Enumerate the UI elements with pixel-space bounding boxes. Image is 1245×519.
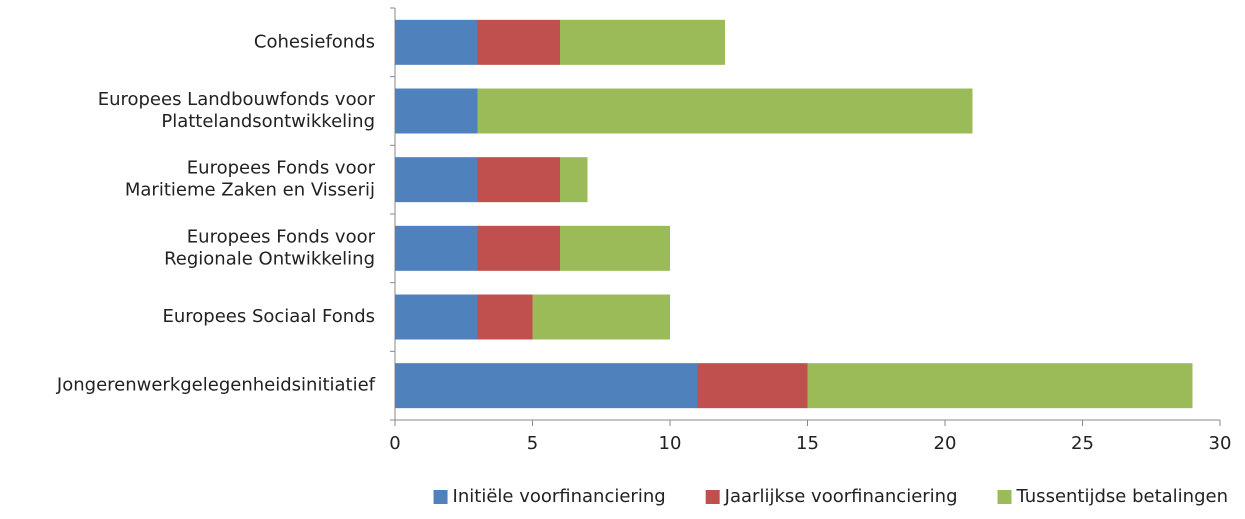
bar-segment: [697, 363, 808, 409]
x-tick-label: 15: [796, 433, 819, 454]
legend-label: Jaarlijkse voorfinanciering: [724, 486, 958, 507]
bar-segment: [532, 294, 670, 340]
legend: Initiële voorfinanciering Jaarlijkse voor…: [433, 486, 1228, 507]
bar-segment: [477, 225, 560, 271]
bar-segment: [395, 294, 478, 340]
bar-segment: [395, 19, 478, 65]
bar-segment: [477, 88, 973, 134]
y-tick-label: Europees Fonds voor Regionale Ontwikkelin…: [164, 226, 376, 269]
x-tick-label: 20: [934, 433, 957, 454]
legend-label: Tussentijdse betalingen: [1016, 486, 1228, 507]
bar-segment: [560, 157, 588, 203]
x-tick-label: 0: [389, 433, 400, 454]
y-tick-label: Europees Fonds voor Maritieme Zaken en Vi…: [125, 158, 376, 201]
bar-segment: [477, 19, 560, 65]
bar-segment: [477, 294, 533, 340]
bar-segment: [560, 225, 670, 271]
y-tick-label: Cohesiefonds: [254, 31, 375, 52]
legend-swatch: [433, 490, 448, 504]
bar-segment: [477, 157, 560, 203]
bar-segment: [560, 19, 725, 65]
x-tick-label: 10: [659, 433, 682, 454]
bar-segment: [395, 88, 478, 134]
legend-label: Initiële voorfinanciering: [453, 486, 666, 507]
y-tick-label: Jongerenwerkgelegenheidsinitiatief: [56, 375, 376, 396]
y-tick-label: Europees Sociaal Fonds: [162, 306, 375, 327]
bar-segment: [807, 363, 1193, 409]
x-tick-label: 30: [1209, 433, 1232, 454]
bar-segment: [395, 363, 698, 409]
x-tick-label: 5: [527, 433, 538, 454]
bar-segment: [395, 157, 478, 203]
legend-swatch: [705, 490, 720, 504]
bar-segment: [395, 225, 478, 271]
x-tick-label: 25: [1071, 433, 1094, 454]
legend-swatch: [997, 490, 1012, 504]
y-tick-label: Europees Landbouwfonds voor Plattelandson…: [98, 89, 376, 132]
